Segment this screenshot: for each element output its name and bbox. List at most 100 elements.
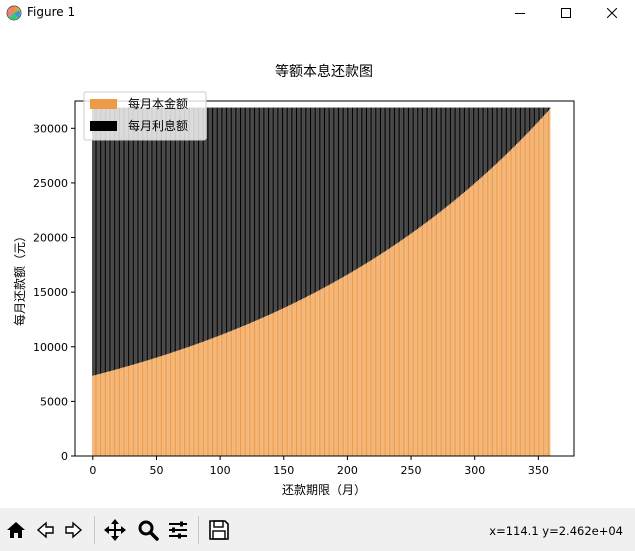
bar-interest [215, 107, 217, 337]
bar-principal [219, 335, 221, 456]
bar-principal [276, 311, 278, 456]
bar-principal [549, 109, 551, 456]
bar-principal [358, 267, 360, 456]
bar-principal [215, 336, 217, 456]
bar-principal [392, 245, 394, 456]
bar-interest [185, 107, 187, 348]
bar-interest [531, 107, 533, 129]
bar-principal [367, 262, 369, 456]
configure-button[interactable] [164, 516, 192, 544]
bar-principal [312, 293, 314, 456]
bar-interest [105, 107, 107, 373]
bar-interest [107, 107, 109, 372]
bar-principal [453, 200, 455, 456]
bar-interest [93, 107, 95, 376]
bar-principal [352, 271, 354, 456]
back-button[interactable] [31, 516, 59, 544]
bar-interest [110, 107, 112, 372]
bar-principal [181, 349, 183, 456]
bar-principal [204, 341, 206, 456]
bar-interest [199, 107, 201, 343]
bar-interest [472, 107, 474, 185]
home-button[interactable] [2, 516, 30, 544]
bar-interest [259, 107, 261, 320]
bar-interest [127, 107, 129, 367]
bar-principal [208, 339, 210, 456]
forward-button[interactable] [60, 516, 88, 544]
bar-interest [512, 107, 514, 148]
bar-principal [273, 312, 275, 456]
toolbar-separator [198, 516, 199, 544]
bar-interest [360, 107, 362, 267]
toolbar-separator [94, 516, 95, 544]
bar-principal [318, 290, 320, 456]
bar-interest [367, 107, 369, 263]
bar-principal [301, 299, 303, 456]
bar-principal [307, 296, 309, 456]
bar-principal [504, 155, 506, 457]
bar-interest [499, 107, 501, 161]
chart-title: 等额本息还款图 [275, 63, 373, 80]
bar-principal [209, 339, 211, 456]
bar-interest [334, 107, 336, 282]
bar-interest [392, 107, 394, 246]
bar-interest [542, 107, 544, 117]
bar-interest [320, 107, 322, 290]
bar-interest [295, 107, 297, 302]
figure-canvas[interactable]: 等额本息还款图 0 50 100 150 200 250 300 350 0 5000 10000… [0, 26, 635, 508]
minimize-button[interactable] [497, 0, 543, 26]
bar-interest [377, 107, 379, 256]
bar-principal [446, 206, 448, 456]
bar-interest [187, 107, 189, 348]
bar-interest [252, 107, 254, 322]
bar-principal [311, 294, 313, 456]
bar-principal [436, 214, 438, 456]
bar-principal [280, 309, 282, 456]
bar-principal [331, 283, 333, 456]
bar-interest [464, 107, 466, 193]
bar-interest [372, 107, 374, 260]
window-titlebar: Figure 1 [0, 0, 635, 26]
bar-principal [418, 228, 420, 456]
bar-principal [539, 120, 541, 457]
chart[interactable]: 等额本息还款图 0 50 100 150 200 250 300 350 0 5000 10000… [0, 26, 635, 508]
maximize-button[interactable] [543, 0, 589, 26]
bar-interest [275, 107, 277, 312]
legend-swatch-interest [90, 121, 117, 131]
x-tick-label: 300 [464, 464, 485, 477]
bar-principal [497, 162, 499, 456]
bar-principal [99, 373, 101, 456]
pan-button[interactable] [101, 516, 129, 544]
save-button[interactable] [205, 516, 233, 544]
bar-interest [353, 107, 355, 271]
bar-interest [117, 107, 119, 369]
bar-interest [288, 107, 290, 306]
bar-interest [475, 107, 477, 183]
bar-principal [127, 366, 129, 456]
bar-principal [195, 344, 197, 456]
bar-principal [186, 347, 188, 456]
bar-principal [400, 240, 402, 456]
bar-interest [141, 107, 143, 362]
bars-group [92, 107, 551, 457]
close-button[interactable] [589, 0, 635, 26]
bar-interest [246, 107, 248, 325]
legend-label-principal: 每月本金额 [128, 96, 188, 111]
bar-principal [322, 288, 324, 456]
bar-principal [167, 353, 169, 456]
bar-interest [245, 107, 247, 326]
bar-interest [270, 107, 272, 314]
zoom-button[interactable] [134, 516, 162, 544]
bar-principal [117, 368, 119, 456]
bar-principal [481, 176, 483, 456]
bar-interest [374, 107, 376, 258]
bar-interest [546, 107, 548, 113]
bar-interest [508, 107, 510, 152]
bar-interest [150, 107, 152, 360]
bar-interest [447, 107, 449, 206]
bar-interest [122, 107, 124, 368]
bar-interest [102, 107, 104, 374]
bar-interest [460, 107, 462, 196]
bar-principal [526, 133, 528, 456]
bar-principal [444, 207, 446, 456]
